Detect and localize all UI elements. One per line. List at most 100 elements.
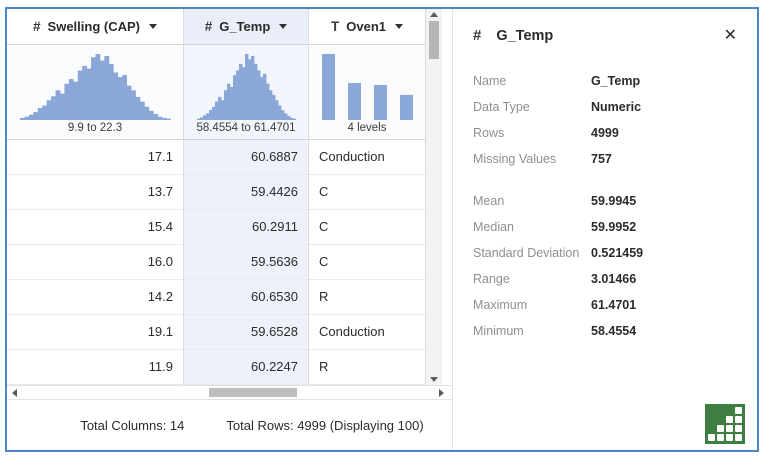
- column-header-swelling-cap[interactable]: # Swelling (CAP): [7, 9, 183, 45]
- scroll-right-arrow-icon[interactable]: [439, 389, 444, 397]
- field-value: 3.01466: [591, 272, 637, 286]
- column-name-label: G_Temp: [219, 18, 271, 34]
- stats-icon-square: [735, 425, 742, 432]
- column-summary-label: 9.9 to 22.3: [67, 122, 123, 134]
- close-icon[interactable]: ✕: [723, 26, 737, 44]
- table-cell[interactable]: 60.2247: [184, 350, 308, 385]
- stats-icon-square: [717, 416, 724, 423]
- scroll-down-arrow-icon[interactable]: [430, 377, 438, 382]
- field-value: 4999: [591, 126, 619, 140]
- stats-icon-square: [735, 407, 742, 414]
- numeric-type-icon: #: [473, 27, 482, 44]
- data-table-area: # Swelling (CAP) 9.9 to 22.3 17.1 13.7 15.4 16…: [7, 9, 453, 450]
- table-cell[interactable]: R: [309, 280, 425, 315]
- field-value: 59.9945: [591, 194, 637, 208]
- numeric-type-icon: #: [204, 18, 213, 34]
- field-label: Minimum: [473, 324, 524, 338]
- stats-icon-square: [735, 434, 742, 441]
- table-cell[interactable]: 59.6528: [184, 315, 308, 350]
- table-footer: Total Columns: 14 Total Rows: 4999 (Disp…: [7, 400, 452, 450]
- stats-icon-square: [726, 416, 733, 423]
- field-standard-deviation: Standard Deviation 0.521459: [473, 246, 737, 260]
- field-minimum: Minimum 58.4554: [473, 324, 737, 338]
- scroll-up-arrow-icon[interactable]: [430, 12, 438, 17]
- field-label: Range: [473, 272, 510, 286]
- scroll-left-arrow-icon[interactable]: [12, 389, 17, 397]
- field-label: Mean: [473, 194, 505, 208]
- column-summary-label: 4 levels: [347, 122, 387, 134]
- dropdown-caret-icon[interactable]: [395, 23, 403, 29]
- table-cell[interactable]: 60.6530: [184, 280, 308, 315]
- table-cell[interactable]: 17.1: [7, 140, 183, 175]
- stats-icon-square: [717, 434, 724, 441]
- table-cell[interactable]: 59.4426: [184, 175, 308, 210]
- dropdown-caret-icon[interactable]: [148, 23, 157, 29]
- field-label: Standard Deviation: [473, 246, 580, 260]
- field-data-type: Data Type Numeric: [473, 100, 737, 114]
- horizontal-scroll-thumb[interactable]: [209, 388, 297, 397]
- field-label: Missing Values: [473, 152, 557, 166]
- table-cell[interactable]: 60.2911: [184, 210, 308, 245]
- field-value: 58.4554: [591, 324, 637, 338]
- field-label: Rows: [473, 126, 505, 140]
- stats-icon-square: [717, 425, 724, 432]
- stats-icon-square: [726, 425, 733, 432]
- text-type-icon: T: [331, 18, 340, 34]
- stats-icon-square: [708, 434, 715, 441]
- column-summary-chart-swelling-cap[interactable]: 9.9 to 22.3: [7, 44, 183, 140]
- field-name: Name G_Temp: [473, 74, 737, 88]
- table-cell[interactable]: Conduction: [309, 140, 425, 175]
- field-range: Range 3.01466: [473, 272, 737, 286]
- table-cell[interactable]: 15.4: [7, 210, 183, 245]
- field-maximum: Maximum 61.4701: [473, 298, 737, 312]
- table-cell[interactable]: 60.6887: [184, 140, 308, 175]
- field-rows: Rows 4999: [473, 126, 737, 140]
- horizontal-scrollbar[interactable]: [7, 385, 452, 400]
- table-cell[interactable]: C: [309, 245, 425, 280]
- total-columns-text: Total Columns: 14: [80, 417, 185, 433]
- table-cell[interactable]: 14.2: [7, 280, 183, 315]
- field-value: Numeric: [591, 100, 642, 114]
- statistics-chart-icon[interactable]: [705, 404, 745, 444]
- stats-icon-square: [726, 434, 733, 441]
- vertical-scrollbar[interactable]: [426, 9, 442, 385]
- panel-header: # G_Temp ✕: [473, 27, 737, 44]
- column-header-oven1[interactable]: T Oven1: [309, 9, 425, 45]
- column-summary-chart-oven1[interactable]: 4 levels: [309, 44, 425, 140]
- table-cell[interactable]: R: [309, 350, 425, 385]
- stats-icon-square: [726, 407, 733, 414]
- field-label: Data Type: [473, 100, 530, 114]
- table-cell[interactable]: 13.7: [7, 175, 183, 210]
- table-cell[interactable]: 11.9: [7, 350, 183, 385]
- dropdown-caret-icon[interactable]: [279, 23, 288, 29]
- field-value: 0.521459: [591, 246, 644, 260]
- numeric-type-icon: #: [33, 18, 41, 34]
- field-value: G_Temp: [591, 74, 641, 88]
- table-columns: # Swelling (CAP) 9.9 to 22.3 17.1 13.7 15.4 16…: [7, 9, 452, 385]
- column-g-temp: # G_Temp 58.4554 to 61.4701 60.6887 59.4426 6…: [184, 9, 309, 385]
- field-value: 757: [591, 152, 612, 166]
- field-value: 61.4701: [591, 298, 637, 312]
- column-detail-panel: # G_Temp ✕ Name G_Temp Data Type Numeric Row…: [453, 9, 757, 450]
- table-cell[interactable]: C: [309, 210, 425, 245]
- field-label: Name: [473, 74, 507, 88]
- table-cell[interactable]: 16.0: [7, 245, 183, 280]
- stats-icon-square: [717, 407, 724, 414]
- column-name-label: Swelling (CAP): [47, 18, 140, 34]
- field-value: 59.9952: [591, 220, 637, 234]
- column-header-g-temp[interactable]: # G_Temp: [184, 9, 308, 45]
- stats-icon-square: [708, 416, 715, 423]
- table-cell[interactable]: 59.5636: [184, 245, 308, 280]
- column-summary-chart-g-temp[interactable]: 58.4554 to 61.4701: [184, 44, 308, 140]
- field-median: Median 59.9952: [473, 220, 737, 234]
- table-cell[interactable]: C: [309, 175, 425, 210]
- app-window: # Swelling (CAP) 9.9 to 22.3 17.1 13.7 15.4 16…: [5, 7, 759, 452]
- field-label: Median: [473, 220, 514, 234]
- field-label: Maximum: [473, 298, 528, 312]
- stats-icon-square: [735, 416, 742, 423]
- column-name-label: Oven1: [346, 18, 386, 34]
- table-cell[interactable]: 19.1: [7, 315, 183, 350]
- total-rows-text: Total Rows: 4999 (Displaying 100): [226, 417, 424, 433]
- vertical-scroll-thumb[interactable]: [429, 21, 439, 59]
- table-cell[interactable]: Conduction: [309, 315, 425, 350]
